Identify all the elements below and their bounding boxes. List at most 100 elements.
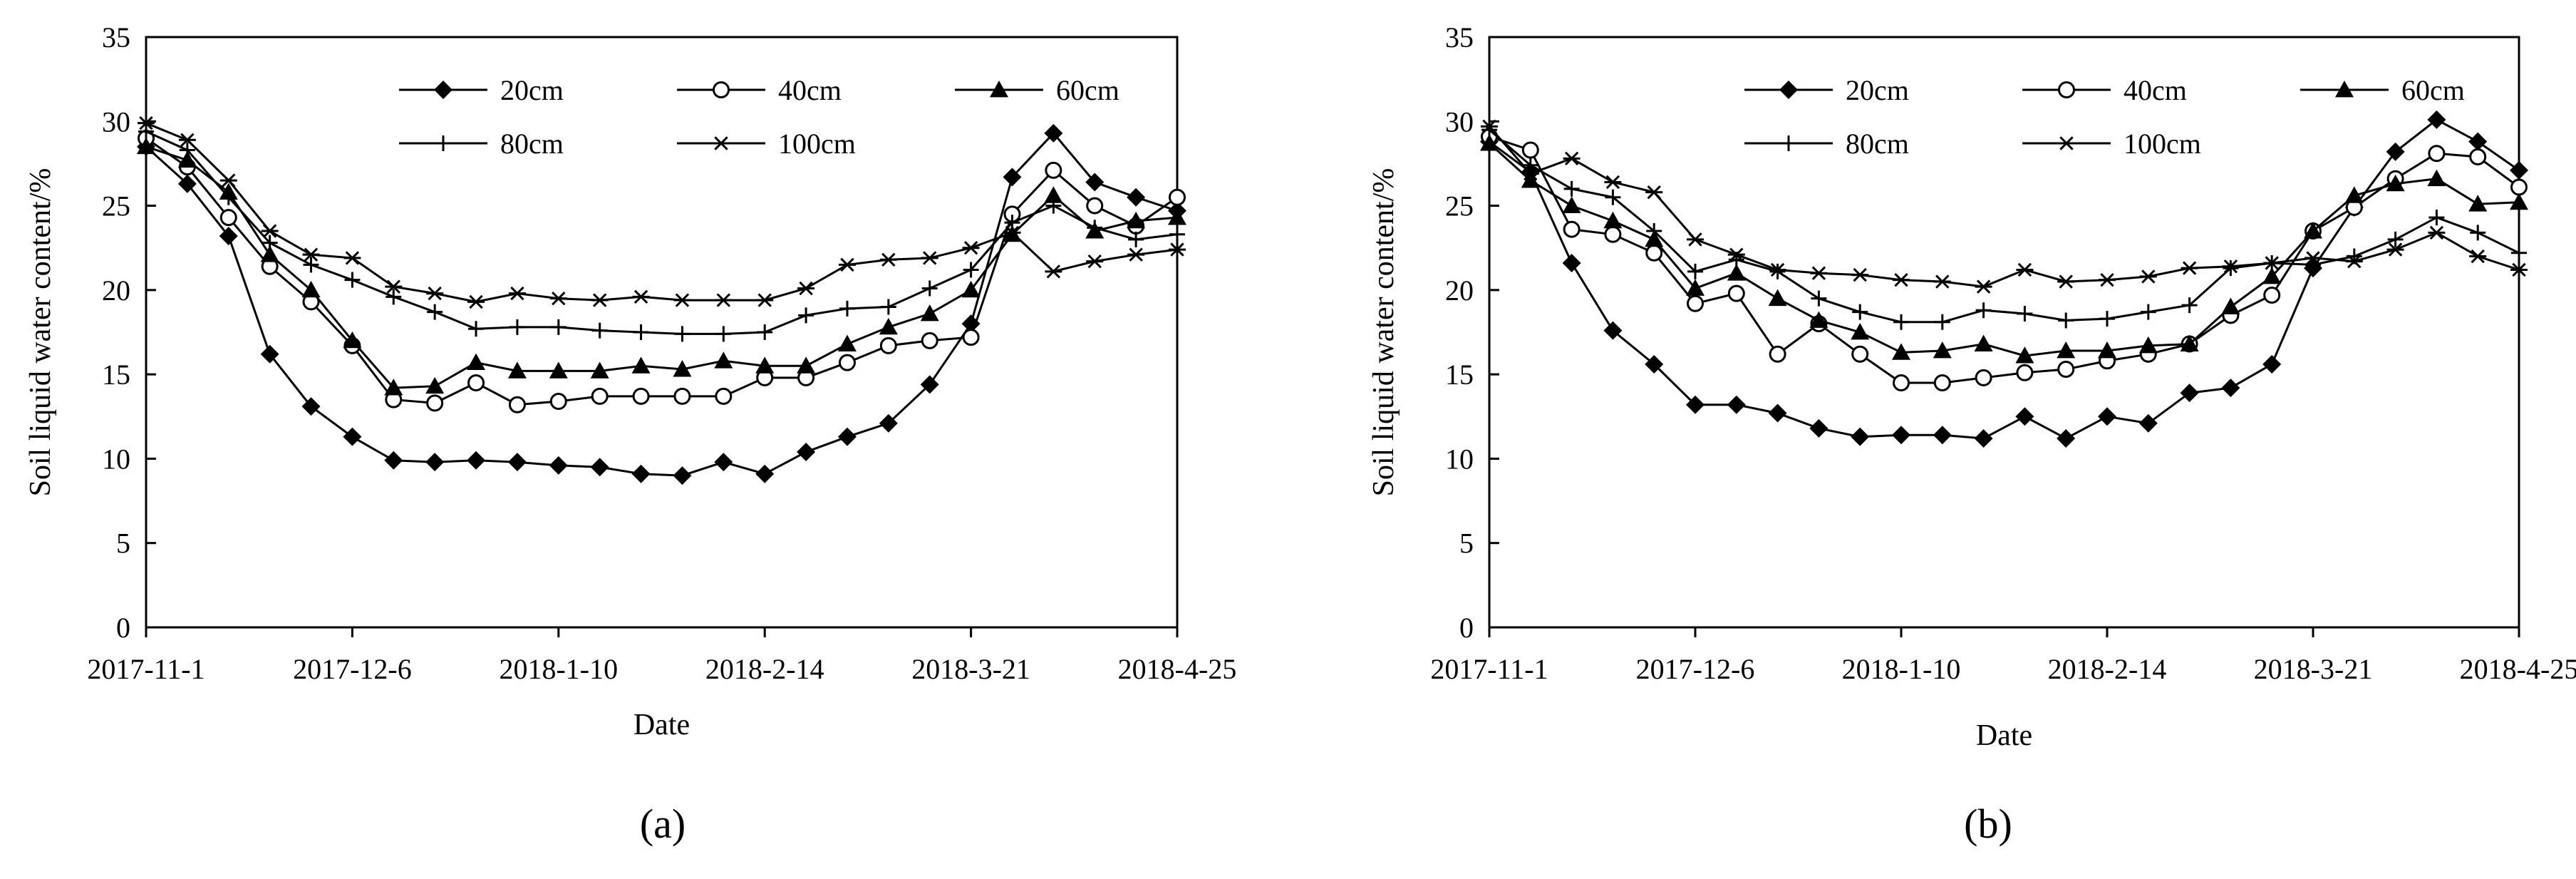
data-point-100cm xyxy=(261,224,279,238)
data-point-100cm xyxy=(838,257,856,272)
data-point-60cm xyxy=(549,361,568,379)
data-point-60cm xyxy=(2304,222,2322,239)
data-point-20cm xyxy=(1892,426,1910,445)
data-point-80cm xyxy=(2470,225,2486,241)
data-point-80cm xyxy=(674,326,690,342)
legend-label: 100cm xyxy=(2124,128,2201,160)
data-point-100cm xyxy=(2305,251,2322,265)
data-point-40cm xyxy=(1521,141,1539,159)
legend-marker xyxy=(990,81,1008,98)
series-100cm xyxy=(1481,119,2528,294)
data-point-60cm xyxy=(425,376,445,394)
data-point-40cm xyxy=(1769,345,1786,363)
data-point-100cm xyxy=(2057,274,2075,289)
data-point-40cm xyxy=(549,392,567,410)
legend-label: 40cm xyxy=(2124,74,2187,106)
data-point-100cm xyxy=(1687,232,1704,247)
y-tick-label: 10 xyxy=(102,443,130,475)
data-point-100cm xyxy=(2345,254,2363,269)
series-40cm xyxy=(138,129,1186,413)
x-tick-label: 2017-12-6 xyxy=(1636,653,1755,685)
data-point-60cm xyxy=(1168,208,1186,225)
data-point-60cm xyxy=(590,361,609,379)
data-point-60cm xyxy=(1933,341,1952,359)
data-point-80cm xyxy=(963,262,979,278)
legend-marker xyxy=(1781,135,1796,151)
data-point-80cm xyxy=(1769,263,1786,279)
data-point-100cm xyxy=(1769,262,1786,277)
data-point-80cm xyxy=(757,324,773,340)
legend-label: 80cm xyxy=(500,128,564,160)
legend-marker xyxy=(2058,81,2075,98)
data-point-20cm xyxy=(549,456,568,475)
plot-frame xyxy=(1488,36,2520,629)
data-point-20cm xyxy=(1933,426,1952,445)
series-60cm xyxy=(1480,134,2528,364)
data-point-80cm xyxy=(179,142,195,158)
data-point-20cm xyxy=(961,314,981,334)
data-point-60cm xyxy=(1562,196,1581,213)
data-point-80cm xyxy=(2511,245,2527,261)
data-point-40cm xyxy=(1563,220,1581,238)
data-point-80cm xyxy=(633,324,649,340)
data-point-40cm xyxy=(1727,284,1745,302)
data-point-20cm xyxy=(2138,413,2158,433)
data-point-20cm xyxy=(2510,160,2528,180)
data-point-60cm xyxy=(920,304,939,322)
data-point-80cm xyxy=(509,319,525,335)
y-tick-label: 0 xyxy=(116,612,130,644)
data-point-80cm xyxy=(1563,180,1580,197)
y-tick-label: 5 xyxy=(116,528,130,560)
data-point-20cm xyxy=(1768,403,1787,423)
data-point-40cm xyxy=(1045,161,1062,179)
data-point-80cm xyxy=(427,304,443,320)
legend-item-20cm: 20cm xyxy=(399,74,564,106)
legend-item-60cm: 60cm xyxy=(2300,74,2465,106)
data-point-20cm xyxy=(507,453,527,472)
data-point-20cm xyxy=(673,466,692,485)
data-point-80cm xyxy=(798,307,814,324)
data-point-20cm xyxy=(1085,173,1105,192)
data-point-40cm xyxy=(2263,286,2281,304)
series-line-40cm xyxy=(145,137,1178,406)
data-point-80cm xyxy=(2305,257,2321,273)
y-tick-label: 30 xyxy=(102,106,130,138)
panel-caption: (b) xyxy=(1964,801,2012,847)
data-point-60cm xyxy=(631,356,651,374)
data-point-80cm xyxy=(1934,314,1950,330)
y-tick-label: 35 xyxy=(102,21,130,53)
series-line-100cm xyxy=(145,122,1178,303)
data-point-60cm xyxy=(837,334,857,351)
data-point-100cm xyxy=(1127,247,1145,262)
data-point-40cm xyxy=(1645,244,1663,262)
data-point-100cm xyxy=(1727,247,1745,262)
x-tick-label: 2018-2-14 xyxy=(705,653,824,685)
x-tick-label: 2017-11-1 xyxy=(1430,653,1548,685)
data-point-60cm xyxy=(260,245,279,262)
data-point-80cm xyxy=(2140,304,2156,320)
data-point-100cm xyxy=(2469,249,2487,264)
data-point-40cm xyxy=(1604,225,1622,243)
y-tick-label: 10 xyxy=(1445,443,1474,475)
legend-item-20cm: 20cm xyxy=(1744,74,1909,106)
data-point-40cm xyxy=(1933,374,1951,391)
data-point-100cm xyxy=(467,294,485,309)
data-point-80cm xyxy=(220,189,237,205)
data-point-60cm xyxy=(2180,334,2199,351)
data-point-100cm xyxy=(178,133,196,148)
data-point-80cm xyxy=(1646,223,1662,240)
data-point-60cm xyxy=(1521,171,1540,188)
data-point-100cm xyxy=(756,293,774,307)
data-point-20cm xyxy=(1809,418,1828,438)
data-point-20cm xyxy=(384,451,403,470)
data-point-80cm xyxy=(262,235,278,251)
y-tick-label: 20 xyxy=(1445,274,1474,307)
data-point-80cm xyxy=(1687,263,1703,279)
series-100cm xyxy=(138,115,1186,309)
data-point-20cm xyxy=(2386,142,2405,161)
data-point-20cm xyxy=(260,344,279,364)
data-point-40cm xyxy=(1687,294,1704,312)
legend-marker xyxy=(1779,81,1798,99)
data-point-20cm xyxy=(1727,395,1746,414)
data-point-80cm xyxy=(1169,226,1185,242)
